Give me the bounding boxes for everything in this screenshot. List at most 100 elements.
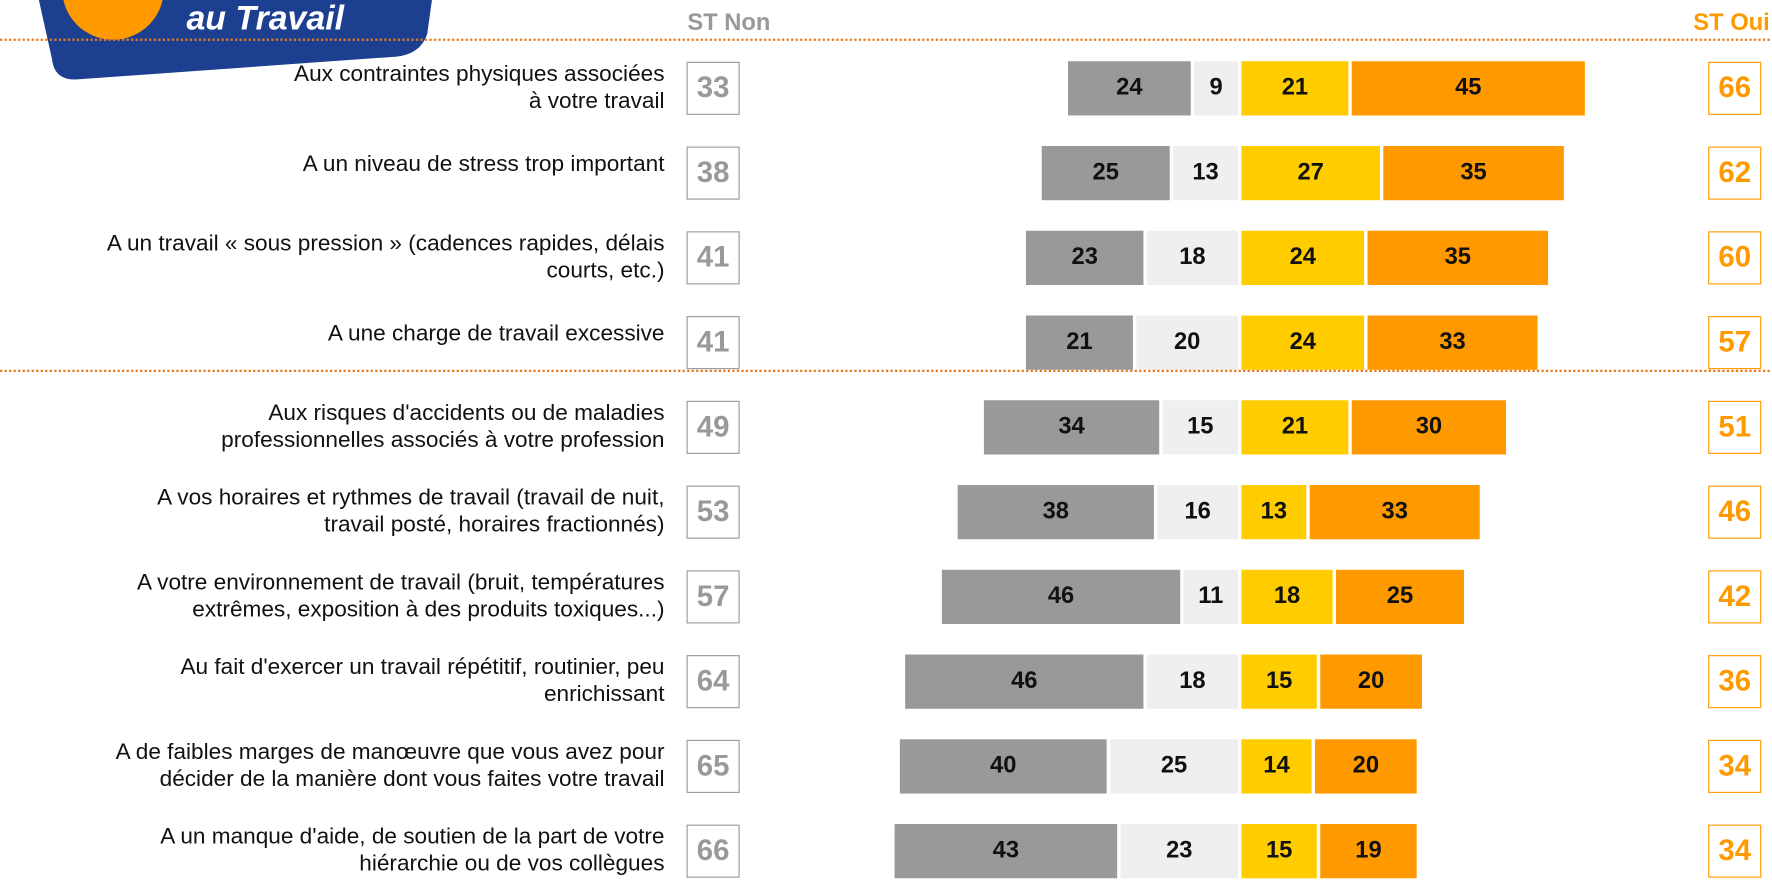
- row-label: A un manque d'aide, de soutien de la par…: [160, 824, 664, 876]
- data-label: 30: [1416, 414, 1442, 440]
- row-label-line: courts, etc.): [546, 257, 664, 282]
- total-box: [1708, 570, 1762, 624]
- row-label-line: décider de la manière dont vous faites v…: [160, 766, 665, 791]
- bar-segment: [1241, 824, 1317, 879]
- total-box: [686, 400, 740, 454]
- data-label: 40: [990, 753, 1016, 779]
- data-label: 21: [1066, 329, 1092, 355]
- logo-text: au Travail: [186, 0, 344, 37]
- row-label: Aux risques d'accidents ou de maladies pr…: [221, 400, 664, 452]
- bar-segment: [1183, 569, 1239, 625]
- right-total: 42: [1718, 580, 1751, 613]
- bar-segment: [983, 400, 1160, 455]
- total-box: [686, 824, 740, 878]
- right-total: 51: [1718, 410, 1751, 443]
- bar-segment: [1146, 654, 1239, 709]
- left-total: 53: [697, 495, 730, 528]
- data-label: 35: [1460, 159, 1486, 185]
- total-box: [1708, 146, 1762, 200]
- row-label: A un travail « sous pression » (cadences…: [107, 230, 665, 282]
- data-label: 33: [1439, 329, 1465, 355]
- bar-segment: [1241, 654, 1317, 709]
- data-label: 9: [1209, 75, 1222, 101]
- data-label: 24: [1290, 244, 1317, 270]
- row-label: Aux contraintes physiques associées à vot…: [294, 61, 665, 113]
- total-box: [686, 316, 740, 370]
- left-total: 65: [697, 749, 730, 782]
- bar-segment: [1241, 400, 1349, 455]
- data-label: 18: [1179, 244, 1205, 270]
- right-total: 60: [1718, 241, 1751, 274]
- data-label: 38: [1043, 498, 1069, 524]
- data-label: 43: [993, 837, 1019, 863]
- right-header: ST Oui: [1693, 10, 1769, 36]
- row-label: A vos horaires et rythmes de travail (tr…: [157, 485, 664, 537]
- data-label: 23: [1166, 837, 1192, 863]
- row-label: A un niveau de stress trop important: [303, 151, 665, 176]
- right-total: 57: [1718, 326, 1751, 359]
- bar-segment: [1157, 485, 1239, 540]
- bar-segment: [1025, 315, 1133, 370]
- data-label: 15: [1266, 668, 1292, 694]
- data-label: 13: [1192, 159, 1218, 185]
- data-label: 18: [1274, 583, 1300, 609]
- bar-segment: [1110, 739, 1239, 794]
- total-box: [686, 61, 740, 115]
- bar-segment: [1173, 145, 1239, 201]
- left-total: 64: [697, 665, 730, 698]
- row-label: A de faibles marges de manœuvre que vous…: [116, 739, 665, 791]
- data-label: 46: [1011, 668, 1037, 694]
- bar-segment: [1241, 739, 1312, 794]
- left-total: 38: [697, 156, 730, 189]
- right-total: 34: [1718, 749, 1751, 782]
- bar-segment: [1120, 824, 1239, 879]
- bar-segment: [899, 739, 1107, 794]
- total-box: [686, 570, 740, 624]
- bar-segment: [1241, 61, 1349, 116]
- right-total: 36: [1718, 665, 1751, 698]
- data-label: 21: [1282, 414, 1308, 440]
- data-label: 20: [1353, 753, 1379, 779]
- bar-segment: [1383, 145, 1564, 201]
- row-label-line: à votre travail: [529, 88, 665, 113]
- left-total: 41: [697, 326, 730, 359]
- total-box: [1708, 485, 1762, 539]
- row-label-line: travail posté, horaires fractionnés): [324, 512, 664, 537]
- logo-sun: [63, 0, 163, 40]
- data-label: 24: [1116, 75, 1143, 101]
- row-label-line: A de faibles marges de manœuvre que vous…: [116, 739, 665, 764]
- bar-segment: [1320, 824, 1417, 879]
- row-label-line: Aux contraintes physiques associées: [294, 61, 665, 86]
- bar-segment: [1241, 569, 1333, 625]
- left-total: 49: [697, 410, 730, 443]
- bar-segment: [1241, 485, 1307, 540]
- data-label: 19: [1355, 837, 1381, 863]
- bar-segment: [1241, 315, 1365, 370]
- row-label-line: A votre environnement de travail (bruit,…: [137, 569, 664, 594]
- total-box: [1708, 61, 1762, 115]
- row-label: A votre environnement de travail (bruit,…: [137, 569, 664, 621]
- total-box: [686, 485, 740, 539]
- data-label: 23: [1072, 244, 1098, 270]
- data-label: 20: [1174, 329, 1200, 355]
- bar-segment: [1314, 739, 1417, 794]
- data-label: 16: [1184, 498, 1210, 524]
- bar-segment: [1241, 145, 1380, 201]
- bar-segment: [1162, 400, 1239, 455]
- total-box: [1708, 400, 1762, 454]
- data-label: 33: [1382, 498, 1408, 524]
- bar-segment: [957, 485, 1154, 540]
- total-box: [686, 146, 740, 200]
- bar-segment: [1367, 230, 1549, 285]
- bar-segment: [1025, 230, 1144, 285]
- data-label: 45: [1455, 75, 1481, 101]
- bar-segment: [1367, 315, 1538, 370]
- data-label: 21: [1282, 75, 1308, 101]
- data-label: 34: [1058, 414, 1085, 440]
- row-label: Au fait d'exercer un travail répétitif, …: [180, 654, 665, 706]
- data-label: 25: [1161, 753, 1187, 779]
- bar-segment: [1351, 400, 1507, 455]
- row-label: A une charge de travail excessive: [328, 321, 665, 346]
- bar-segment: [894, 824, 1118, 879]
